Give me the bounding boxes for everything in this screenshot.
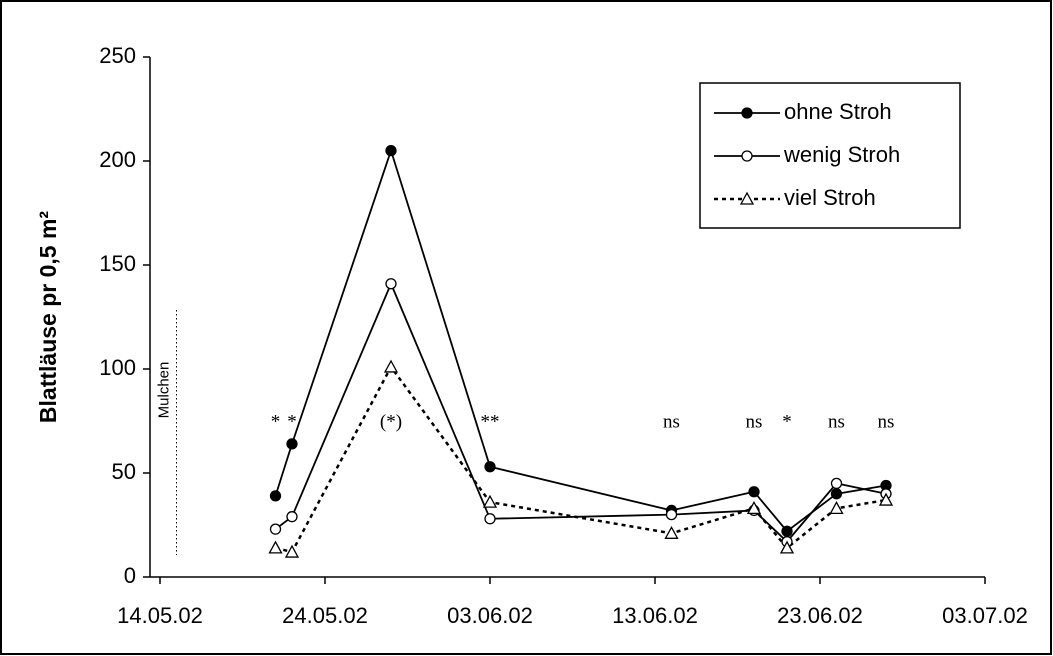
point	[878, 492, 894, 506]
x-tick-label: 13.06.02	[612, 603, 698, 628]
x-tick-label: 23.06.02	[777, 603, 863, 628]
x-tick-label: 24.05.02	[282, 603, 368, 628]
legend-label: ohne Stroh	[784, 99, 892, 124]
point	[482, 494, 498, 508]
annotation: (*)	[380, 411, 402, 432]
annotation: ns	[746, 411, 763, 432]
point	[484, 461, 496, 473]
legend-label: viel Stroh	[784, 185, 876, 210]
point	[829, 501, 844, 515]
point	[665, 508, 678, 521]
x-tick-label: 14.05.02	[117, 603, 203, 628]
legend-label: wenig Stroh	[783, 142, 900, 167]
point	[741, 150, 753, 162]
x-tick-label: 03.07.02	[942, 603, 1028, 628]
y-tick-label: 150	[99, 251, 136, 276]
point	[748, 486, 760, 498]
y-tick-label: 50	[112, 459, 136, 484]
point	[385, 278, 397, 290]
point	[383, 359, 399, 373]
point	[664, 525, 679, 539]
point	[269, 523, 282, 535]
annotation: **	[481, 411, 500, 432]
point	[385, 144, 397, 157]
y-tick-label: 100	[99, 355, 136, 380]
annotation: ns	[828, 411, 845, 432]
y-tick-label: 0	[124, 563, 136, 588]
point	[484, 513, 496, 525]
point	[286, 511, 298, 523]
point	[830, 488, 843, 500]
point	[781, 525, 793, 537]
point	[746, 501, 762, 515]
point	[284, 544, 300, 558]
y-axis-label: Blattläuse pr 0,5 m²	[35, 211, 61, 424]
annotation: ns	[663, 411, 680, 432]
y-tick-label: 250	[99, 43, 136, 68]
point	[830, 477, 843, 490]
point	[286, 438, 298, 450]
point	[779, 540, 795, 554]
point	[269, 490, 282, 502]
point	[739, 191, 755, 205]
point	[268, 540, 283, 554]
y-tick-label: 200	[99, 147, 136, 172]
annotation: *	[287, 411, 297, 432]
x-tick-label: 03.06.02	[447, 603, 533, 628]
annotation: *	[782, 411, 792, 432]
mulch-label: Mulchen	[155, 362, 172, 419]
annotation: *	[271, 411, 281, 432]
point	[741, 107, 753, 119]
annotation: ns	[878, 411, 895, 432]
